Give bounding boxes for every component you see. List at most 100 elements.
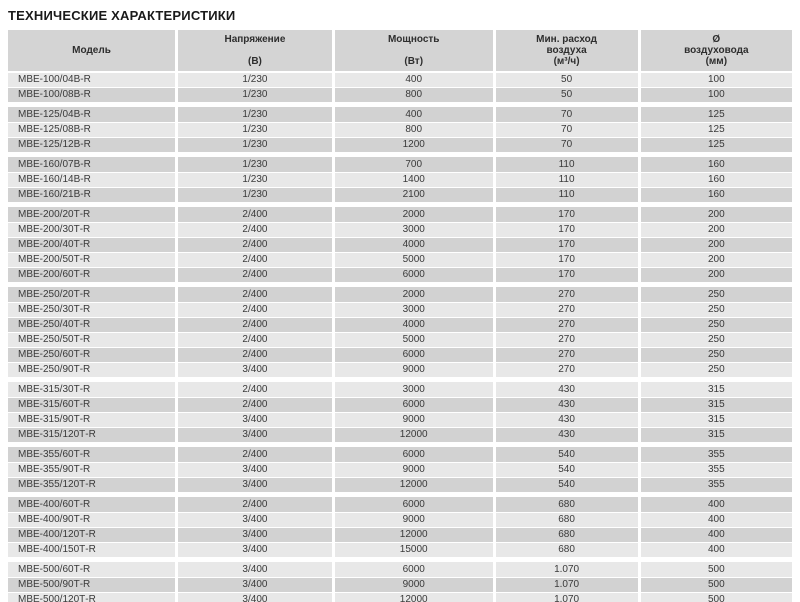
value-cell-voltage: 1/230: [176, 157, 335, 173]
value-cell-airflow: 110: [494, 187, 641, 203]
value-cell-airflow: 270: [494, 287, 641, 303]
model-cell: МВЕ-250/30Т-R: [8, 302, 179, 318]
value-cell-airflow: 540: [494, 462, 641, 478]
table-row: МВЕ-400/150Т-R 3/400 15000 680 400: [8, 542, 792, 558]
value-cell-diameter: 200: [639, 207, 792, 223]
value-cell-diameter: 250: [639, 332, 792, 348]
value-cell-airflow: 70: [494, 122, 641, 138]
table-row: МВЕ-200/40Т-R 2/400 4000 170 200: [8, 237, 792, 253]
model-cell: МВЕ-200/40Т-R: [8, 237, 179, 253]
value-cell-airflow: 170: [494, 237, 641, 253]
value-cell-diameter: 160: [639, 187, 792, 203]
value-cell-voltage: 2/400: [176, 302, 335, 318]
value-cell-power: 400: [333, 72, 496, 88]
table-row: МВЕ-400/60Т-R 2/400 6000 680 400: [8, 497, 792, 513]
value-cell-diameter: 355: [639, 477, 792, 493]
model-cell: МВЕ-500/90Т-R: [8, 577, 179, 593]
table-row: МВЕ-160/07В-R 1/230 700 110 160: [8, 157, 792, 173]
value-cell-airflow: 270: [494, 302, 641, 318]
value-cell-airflow: 70: [494, 107, 641, 123]
model-cell: МВЕ-355/120Т-R: [8, 477, 179, 493]
value-cell-voltage: 1/230: [176, 172, 335, 188]
value-cell-airflow: 680: [494, 542, 641, 558]
value-cell-voltage: 3/400: [176, 577, 335, 593]
value-cell-power: 2000: [333, 287, 496, 303]
table-row: МВЕ-250/50Т-R 2/400 5000 270 250: [8, 332, 792, 348]
value-cell-voltage: 2/400: [176, 287, 335, 303]
value-cell-power: 3000: [333, 382, 496, 398]
model-cell: МВЕ-315/60Т-R: [8, 397, 179, 413]
value-cell-diameter: 400: [639, 542, 792, 558]
model-cell: МВЕ-400/60Т-R: [8, 497, 179, 513]
table-row: МВЕ-200/30Т-R 2/400 3000 170 200: [8, 222, 792, 238]
table-row: МВЕ-500/90Т-R 3/400 9000 1.070 500: [8, 577, 792, 593]
value-cell-airflow: 270: [494, 317, 641, 333]
value-cell-power: 1200: [333, 137, 496, 153]
value-cell-voltage: 3/400: [176, 542, 335, 558]
value-cell-diameter: 160: [639, 172, 792, 188]
value-cell-power: 9000: [333, 577, 496, 593]
model-cell: МВЕ-200/60Т-R: [8, 267, 179, 283]
value-cell-power: 2100: [333, 187, 496, 203]
value-cell-diameter: 315: [639, 427, 792, 443]
model-cell: МВЕ-355/60Т-R: [8, 447, 179, 463]
table-row: МВЕ-250/90Т-R 3/400 9000 270 250: [8, 362, 792, 378]
value-cell-power: 4000: [333, 237, 496, 253]
value-cell-voltage: 2/400: [176, 222, 335, 238]
model-cell: МВЕ-315/90Т-R: [8, 412, 179, 428]
value-cell-airflow: 170: [494, 222, 641, 238]
column-header-label: Модель: [72, 45, 111, 56]
value-cell-voltage: 1/230: [176, 187, 335, 203]
table-row: МВЕ-250/30Т-R 2/400 3000 270 250: [8, 302, 792, 318]
column-header-model: Модель: [8, 30, 179, 73]
table-row: МВЕ-125/08В-R 1/230 800 70 125: [8, 122, 792, 138]
value-cell-diameter: 125: [639, 137, 792, 153]
value-cell-power: 4000: [333, 317, 496, 333]
value-cell-airflow: 170: [494, 207, 641, 223]
column-header-airflow: Мин. расход воздуха (м³/ч): [494, 30, 641, 73]
table-row: МВЕ-125/12В-R 1/230 1200 70 125: [8, 137, 792, 153]
table-row: МВЕ-315/120Т-R 3/400 12000 430 315: [8, 427, 792, 443]
table-row: МВЕ-500/120Т-R 3/400 12000 1.070 500: [8, 592, 792, 602]
value-cell-voltage: 3/400: [176, 562, 335, 578]
model-cell: МВЕ-250/50Т-R: [8, 332, 179, 348]
value-cell-power: 6000: [333, 397, 496, 413]
table-row: МВЕ-125/04В-R 1/230 400 70 125: [8, 107, 792, 123]
value-cell-voltage: 2/400: [176, 267, 335, 283]
value-cell-voltage: 1/230: [176, 137, 335, 153]
value-cell-power: 9000: [333, 412, 496, 428]
table-row: МВЕ-100/08В-R 1/230 800 50 100: [8, 87, 792, 103]
group-separator: [8, 492, 792, 497]
value-cell-voltage: 3/400: [176, 362, 335, 378]
group-separator: [8, 557, 792, 562]
table-row: МВЕ-500/60Т-R 3/400 6000 1.070 500: [8, 562, 792, 578]
value-cell-airflow: 1.070: [494, 577, 641, 593]
value-cell-voltage: 2/400: [176, 252, 335, 268]
model-cell: МВЕ-250/20Т-R: [8, 287, 179, 303]
value-cell-voltage: 2/400: [176, 332, 335, 348]
value-cell-airflow: 1.070: [494, 592, 641, 602]
value-cell-diameter: 355: [639, 462, 792, 478]
value-cell-diameter: 315: [639, 382, 792, 398]
value-cell-voltage: 1/230: [176, 87, 335, 103]
column-header-power: Мощность (Вт): [333, 30, 496, 73]
value-cell-airflow: 170: [494, 267, 641, 283]
value-cell-voltage: 1/230: [176, 72, 335, 88]
value-cell-power: 6000: [333, 347, 496, 363]
model-cell: МВЕ-200/50Т-R: [8, 252, 179, 268]
header-row: Модель Напряжение (В) Мощность (Вт) Мин. расх…: [8, 30, 792, 73]
value-cell-diameter: 500: [639, 562, 792, 578]
value-cell-diameter: 315: [639, 397, 792, 413]
value-cell-airflow: 270: [494, 347, 641, 363]
table-row: МВЕ-355/120Т-R 3/400 12000 540 355: [8, 477, 792, 493]
value-cell-diameter: 200: [639, 252, 792, 268]
value-cell-airflow: 110: [494, 172, 641, 188]
table-row: МВЕ-250/40Т-R 2/400 4000 270 250: [8, 317, 792, 333]
value-cell-diameter: 250: [639, 347, 792, 363]
column-header-label: Мин. расход воздуха (м³/ч): [536, 34, 597, 67]
model-cell: МВЕ-125/04В-R: [8, 107, 179, 123]
value-cell-airflow: 50: [494, 72, 641, 88]
model-cell: МВЕ-160/21В-R: [8, 187, 179, 203]
value-cell-power: 9000: [333, 512, 496, 528]
